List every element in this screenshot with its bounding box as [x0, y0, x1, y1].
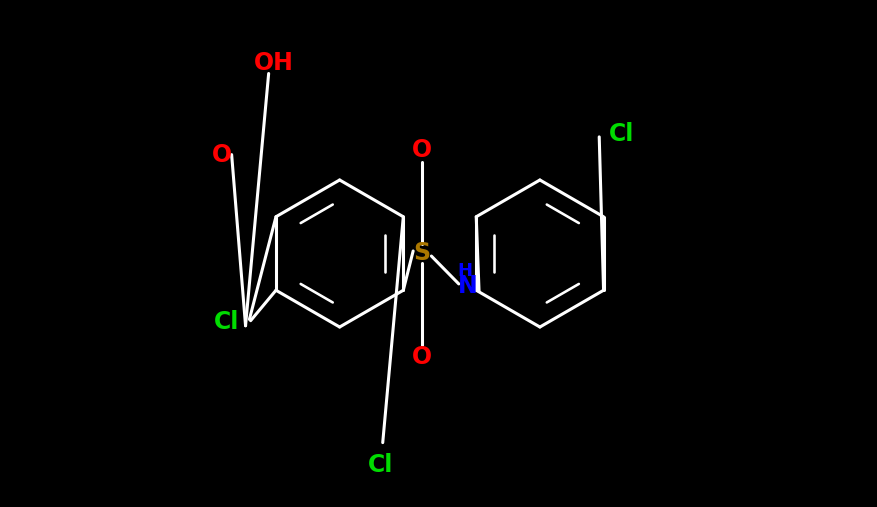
Text: O: O: [211, 142, 232, 167]
Text: Cl: Cl: [367, 453, 393, 478]
Text: N: N: [458, 274, 478, 299]
Text: Cl: Cl: [610, 122, 635, 147]
Text: H: H: [458, 262, 473, 280]
Text: Cl: Cl: [214, 310, 239, 334]
Text: O: O: [412, 137, 432, 162]
Text: O: O: [412, 345, 432, 370]
Text: OH: OH: [253, 51, 294, 76]
Text: S: S: [414, 241, 431, 266]
